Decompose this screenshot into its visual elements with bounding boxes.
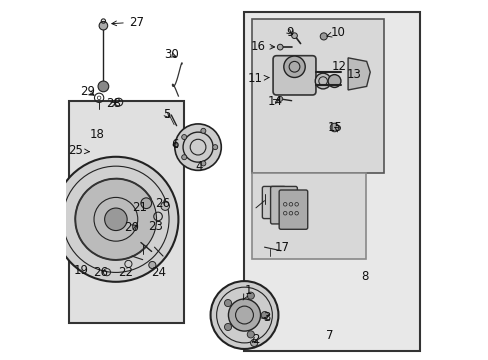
Text: 9: 9 [286,26,293,39]
Bar [69,102,183,323]
Circle shape [53,157,178,282]
Text: 24: 24 [151,266,166,279]
Text: 26: 26 [93,266,108,279]
Text: 5: 5 [163,108,170,121]
Circle shape [148,261,156,269]
Text: 28: 28 [106,97,121,110]
Circle shape [161,202,169,210]
Text: 26: 26 [155,197,169,210]
Text: 6: 6 [171,138,179,151]
Text: 7: 7 [326,329,333,342]
Circle shape [224,300,231,307]
Text: 13: 13 [346,68,361,81]
Bar [251,19,383,173]
Circle shape [98,81,108,92]
Circle shape [182,135,186,140]
Circle shape [329,123,338,132]
Text: 3: 3 [263,311,270,324]
Circle shape [175,124,221,170]
Text: 23: 23 [147,220,163,233]
Text: 25: 25 [68,144,89,157]
Circle shape [99,21,107,30]
Text: 16: 16 [250,40,274,53]
Text: 8: 8 [361,270,368,283]
Bar [244,12,419,351]
Circle shape [291,33,297,39]
Text: 21: 21 [132,201,147,214]
Circle shape [104,208,127,230]
Text: 11: 11 [247,72,268,85]
FancyBboxPatch shape [279,190,307,229]
Circle shape [250,339,257,346]
Circle shape [261,311,268,319]
Circle shape [228,299,260,331]
Text: 14: 14 [267,95,282,108]
Text: 29: 29 [81,85,95,98]
Text: 2: 2 [251,333,259,346]
Circle shape [201,128,205,133]
Circle shape [201,161,205,166]
Circle shape [277,96,282,102]
FancyBboxPatch shape [262,186,285,219]
Circle shape [247,292,254,299]
Circle shape [212,145,217,150]
Circle shape [277,44,283,50]
FancyBboxPatch shape [270,186,297,224]
Text: 10: 10 [326,26,345,39]
Text: 18: 18 [90,128,104,141]
Circle shape [315,73,330,89]
Circle shape [182,155,186,160]
Circle shape [327,75,340,87]
Text: 27: 27 [112,15,143,28]
Text: 1: 1 [243,284,251,300]
Circle shape [247,331,254,338]
Text: 15: 15 [327,121,342,134]
Text: 12: 12 [331,60,346,73]
Circle shape [210,281,278,349]
Circle shape [141,198,151,208]
Text: 20: 20 [124,221,139,234]
Circle shape [283,56,305,77]
Text: 22: 22 [118,266,132,279]
Circle shape [320,33,326,40]
Circle shape [224,323,231,330]
FancyBboxPatch shape [272,56,315,95]
Bar [251,173,365,258]
Text: 19: 19 [74,264,88,277]
Text: 30: 30 [164,49,179,62]
Polygon shape [347,58,369,90]
Text: 17: 17 [274,241,289,255]
Text: 4: 4 [195,160,203,173]
Circle shape [75,179,156,260]
